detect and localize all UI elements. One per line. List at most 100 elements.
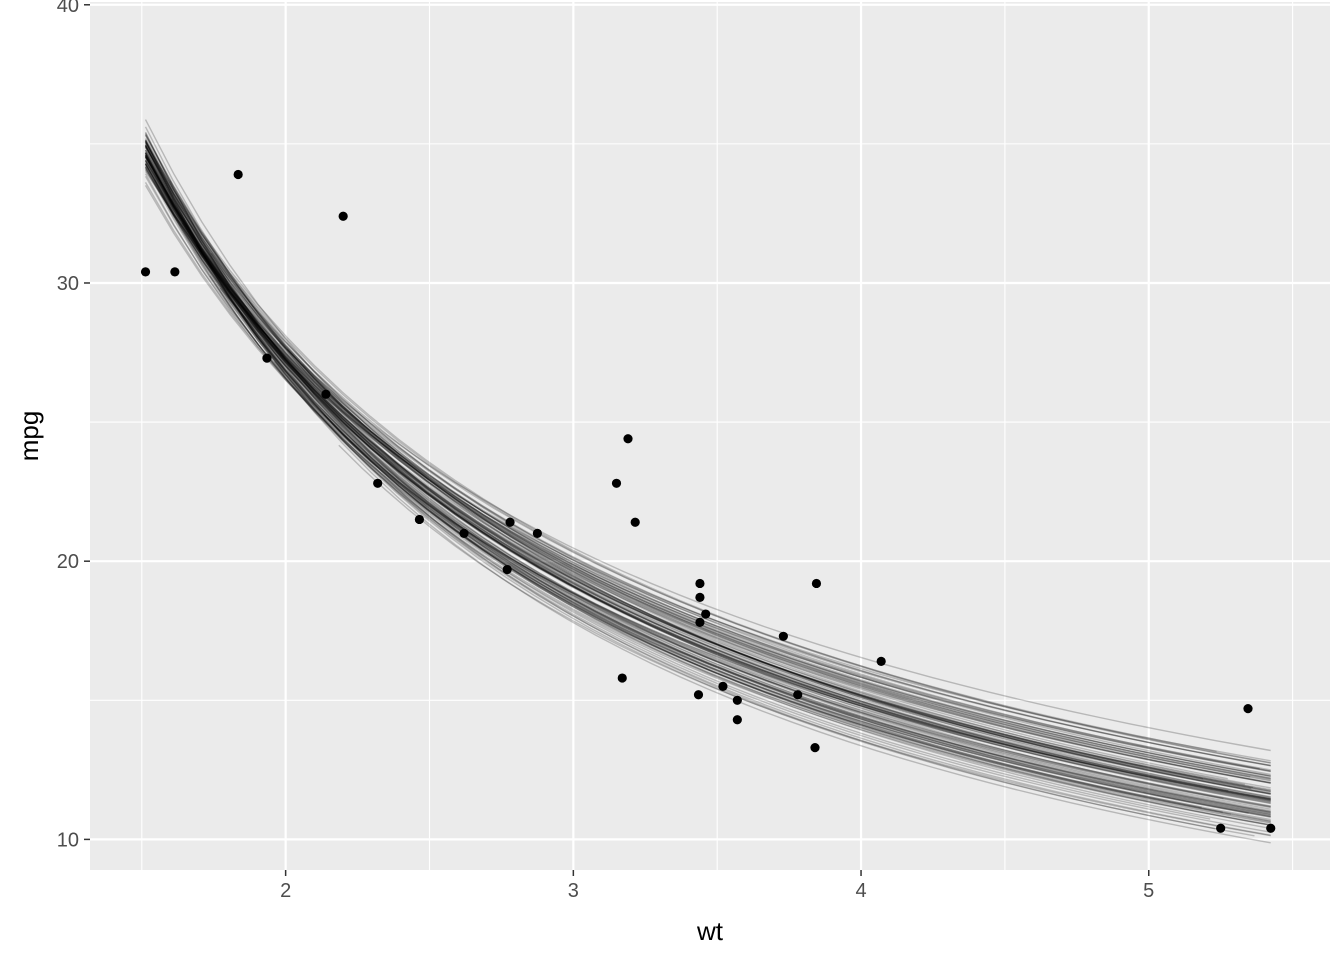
bootstrap-curve bbox=[144, 134, 1271, 795]
bootstrap-curve bbox=[144, 156, 1271, 816]
bootstrap-curve bbox=[144, 163, 1271, 777]
bootstrap-curve bbox=[144, 151, 1271, 822]
bootstrap-curve bbox=[144, 156, 1271, 794]
data-point bbox=[1266, 823, 1276, 833]
data-point bbox=[502, 564, 512, 575]
bootstrap-curve bbox=[144, 169, 1271, 767]
minor-gridlines bbox=[90, 2, 1330, 870]
bootstrap-curve bbox=[144, 166, 1271, 795]
y-tick-label: 40 bbox=[57, 0, 79, 17]
bootstrap-curve bbox=[144, 119, 1271, 798]
bootstrap-curve bbox=[144, 145, 1271, 826]
data-point bbox=[876, 656, 886, 666]
bootstrap-curve bbox=[144, 163, 1271, 791]
bootstrap-curve bbox=[144, 160, 1271, 772]
bootstrap-curves bbox=[144, 119, 1271, 844]
data-point bbox=[338, 211, 348, 221]
bootstrap-curve bbox=[144, 135, 1271, 795]
bootstrap-curve bbox=[144, 131, 1271, 830]
bootstrap-curve bbox=[144, 144, 1271, 780]
bootstrap-curve bbox=[144, 162, 1271, 807]
bootstrap-curve bbox=[286, 348, 1271, 784]
bootstrap-curve bbox=[199, 248, 1271, 798]
bootstrap-curve bbox=[144, 140, 1271, 844]
bootstrap-curve bbox=[144, 139, 1271, 795]
bootstrap-curve bbox=[144, 160, 1271, 777]
y-tick-label: 20 bbox=[57, 551, 79, 573]
data-point bbox=[1243, 704, 1253, 714]
bootstrap-curve bbox=[144, 185, 1271, 800]
bootstrap-curve bbox=[144, 145, 1202, 809]
bootstrap-curve bbox=[144, 152, 1271, 802]
data-point bbox=[170, 267, 180, 277]
bootstrap-curve bbox=[144, 140, 1255, 837]
bootstrap-curve bbox=[144, 154, 1271, 801]
bootstrap-curve bbox=[144, 165, 1271, 784]
bootstrap-curve bbox=[144, 141, 1271, 776]
panel-background bbox=[90, 2, 1330, 870]
bootstrap-curve bbox=[144, 155, 1271, 781]
bootstrap-curve bbox=[144, 151, 1271, 802]
bootstrap-curve bbox=[144, 152, 1271, 810]
bootstrap-curve bbox=[144, 154, 1271, 808]
bootstrap-curve bbox=[144, 139, 1271, 813]
data-point bbox=[630, 517, 640, 527]
y-tick-label: 30 bbox=[57, 273, 79, 295]
bootstrap-curve bbox=[144, 152, 1232, 815]
data-point bbox=[532, 528, 542, 538]
bootstrap-curve bbox=[195, 244, 1223, 813]
bootstrap-curve bbox=[144, 140, 1271, 812]
data-point bbox=[810, 742, 820, 753]
x-axis-title: wt bbox=[696, 916, 724, 946]
bootstrap-curve bbox=[144, 132, 1271, 822]
x-axis: 2 3 4 5 bbox=[280, 870, 1154, 902]
bootstrap-curve bbox=[144, 163, 1271, 771]
bootstrap-curve bbox=[144, 141, 1271, 800]
bootstrap-curve bbox=[144, 149, 1271, 823]
bootstrap-curve bbox=[144, 171, 1271, 752]
bootstrap-curve bbox=[144, 163, 1271, 821]
bootstrap-curve bbox=[153, 179, 1271, 824]
bootstrap-curve bbox=[196, 244, 1271, 800]
bootstrap-curve bbox=[144, 163, 1271, 814]
bootstrap-curve bbox=[338, 444, 1271, 837]
bootstrap-curve bbox=[273, 360, 1271, 833]
bootstrap-curve bbox=[144, 155, 1271, 784]
bootstrap-curve bbox=[219, 287, 1271, 762]
data-point bbox=[373, 478, 383, 488]
bootstrap-curve bbox=[144, 155, 1254, 789]
bootstrap-curve bbox=[144, 160, 1271, 789]
data-point bbox=[793, 690, 803, 700]
data-point bbox=[778, 631, 788, 641]
bootstrap-curve bbox=[144, 149, 1271, 801]
x-tick-label: 5 bbox=[1143, 880, 1154, 902]
bootstrap-curve bbox=[144, 146, 1260, 770]
bootstrap-curve bbox=[144, 145, 1271, 805]
y-axis: 10 20 30 40 bbox=[57, 0, 90, 851]
bootstrap-curve bbox=[144, 153, 1217, 753]
data-point bbox=[718, 681, 728, 691]
data-points bbox=[140, 169, 1276, 833]
bootstrap-curve bbox=[144, 154, 1252, 790]
data-point bbox=[732, 695, 742, 705]
bootstrap-curve bbox=[144, 144, 1271, 804]
bootstrap-curve bbox=[144, 150, 1271, 780]
data-point bbox=[701, 609, 711, 619]
bootstrap-curve bbox=[144, 145, 1229, 792]
bootstrap-curve bbox=[144, 141, 1271, 817]
bootstrap-curve bbox=[144, 166, 1271, 793]
data-point bbox=[459, 528, 469, 538]
data-point bbox=[611, 478, 622, 488]
bootstrap-curve bbox=[171, 198, 1271, 799]
data-point bbox=[732, 715, 742, 725]
bootstrap-curve bbox=[226, 288, 1271, 814]
bootstrap-curve bbox=[144, 143, 1271, 836]
bootstrap-curve bbox=[144, 147, 1271, 782]
data-point bbox=[623, 434, 633, 444]
bootstrap-curve bbox=[144, 160, 1271, 792]
bootstrap-curve bbox=[144, 166, 1271, 818]
x-tick-label: 2 bbox=[280, 880, 291, 902]
y-axis-title: mpg bbox=[14, 411, 44, 462]
bootstrap-curve bbox=[144, 144, 1271, 818]
